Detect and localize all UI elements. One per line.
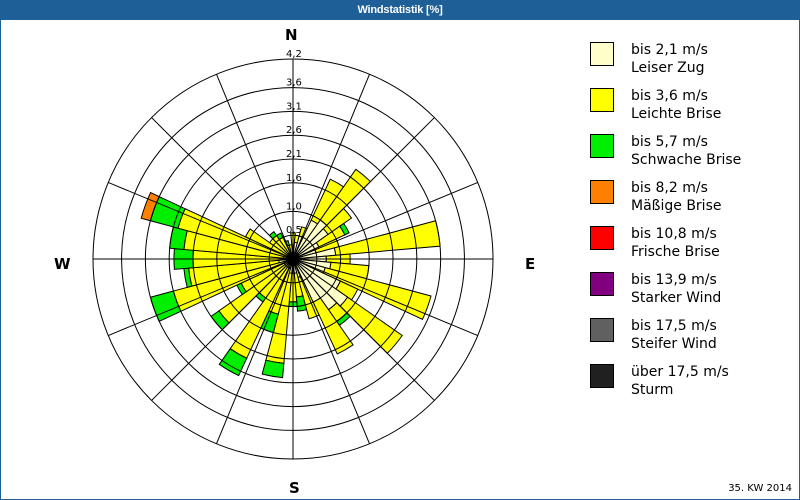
grid-spoke: [292, 258, 478, 336]
polar-grid: [92, 58, 494, 460]
wind-sector: [322, 207, 353, 236]
legend-label: Mäßige Brise: [631, 198, 722, 214]
title-bar: Windstatistik [%]: [0, 0, 800, 20]
grid-spoke: [292, 182, 478, 260]
wind-sector: [218, 348, 248, 377]
legend-range: bis 13,9 m/s: [631, 272, 717, 288]
legend-swatch: [590, 364, 614, 388]
legend-swatch: [590, 88, 614, 112]
grid-spoke: [108, 258, 294, 336]
compass-east: E: [525, 255, 536, 273]
radial-tick-label: 0,5: [286, 225, 302, 236]
grid-spoke: [216, 74, 294, 260]
legend-range: über 17,5 m/s: [631, 364, 729, 380]
legend-label: Schwache Brise: [631, 152, 742, 168]
radial-tick-label: 2,1: [286, 149, 302, 160]
radial-tick-label: 3,1: [286, 101, 302, 112]
radial-tick-label: 3,6: [286, 78, 302, 89]
legend-swatch: [590, 318, 614, 342]
legend-label: Starker Wind: [631, 290, 722, 306]
wind-sector: [339, 222, 350, 236]
radial-tick-label: 1,6: [286, 173, 302, 184]
wind-sector: [295, 295, 308, 312]
legend-label: Sturm: [631, 382, 674, 398]
legend-swatch: [590, 226, 614, 250]
legend-label: Leiser Zug: [631, 60, 705, 76]
radial-tick-labels: 0,5 1,0 1,6 2,1 2,6 3,1 3,6 4,2: [286, 49, 302, 236]
legend-swatch: [590, 180, 614, 204]
grid-spoke: [292, 74, 370, 260]
grid-spoke: [151, 117, 294, 260]
chart-title: Windstatistik [%]: [357, 4, 443, 16]
legend-range: bis 10,8 m/s: [631, 226, 717, 242]
legend-range: bis 2,1 m/s: [631, 42, 708, 58]
wind-rose-chart: 0,5 1,0 1,6 2,1 2,6 3,1 3,6 4,2: [92, 49, 494, 460]
wind-sector: [261, 359, 285, 379]
legend-range: bis 8,2 m/s: [631, 180, 708, 196]
radial-tick-label: 4,2: [286, 49, 302, 60]
legend-label: Steifer Wind: [631, 336, 717, 352]
grid-spoke: [151, 258, 294, 401]
center-hub: [286, 252, 300, 266]
legend-swatch: [590, 272, 614, 296]
legend-label: Frische Brise: [631, 244, 720, 260]
grid-spoke: [216, 258, 294, 444]
grid-spoke: [292, 258, 370, 444]
legend-range: bis 3,6 m/s: [631, 88, 708, 104]
compass-west: W: [54, 255, 71, 273]
week-label: 35. KW 2014: [728, 483, 792, 494]
legend-swatch: [590, 134, 614, 158]
compass-south: S: [289, 479, 300, 497]
legend-range: bis 5,7 m/s: [631, 134, 708, 150]
legend-label: Leichte Brise: [631, 106, 722, 122]
grid-spoke: [292, 258, 435, 401]
legend-swatch: [590, 42, 614, 66]
legend-range: bis 17,5 m/s: [631, 318, 717, 334]
grid-spoke: [292, 117, 435, 260]
radial-tick-label: 1,0: [286, 201, 302, 212]
radial-tick-label: 2,6: [286, 125, 302, 136]
compass-north: N: [285, 26, 298, 44]
grid-spoke: [108, 182, 294, 260]
